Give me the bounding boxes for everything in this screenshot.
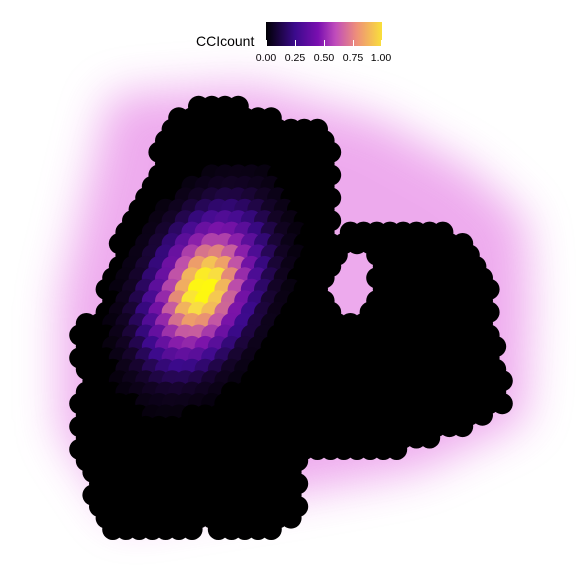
spot-point bbox=[419, 427, 441, 449]
spot-point bbox=[260, 518, 282, 541]
spot-point bbox=[491, 393, 513, 415]
spot-point bbox=[452, 415, 474, 438]
legend-tick-label: 0.25 bbox=[284, 52, 306, 64]
spot-point bbox=[471, 404, 493, 426]
legend-tick-mark bbox=[295, 40, 296, 46]
spot-point bbox=[386, 438, 408, 460]
legend-tick-mark bbox=[324, 40, 325, 46]
spot-point bbox=[280, 507, 302, 529]
legend-tick-mark bbox=[353, 40, 354, 46]
legend-tick-label: 1.00 bbox=[370, 52, 392, 64]
legend-tick-mark bbox=[381, 40, 382, 46]
legend: CCIcount 0.00 0.25 0.50 0.75 1.00 bbox=[0, 0, 576, 80]
legend-title: CCIcount bbox=[196, 33, 255, 49]
legend-tick-mark bbox=[266, 40, 267, 46]
spot-point bbox=[181, 518, 203, 541]
spots-layer bbox=[69, 95, 513, 541]
legend-tick-label: 0.50 bbox=[313, 52, 335, 64]
legend-tick-label: 0.00 bbox=[255, 52, 277, 64]
legend-tick-label: 0.75 bbox=[342, 52, 364, 64]
